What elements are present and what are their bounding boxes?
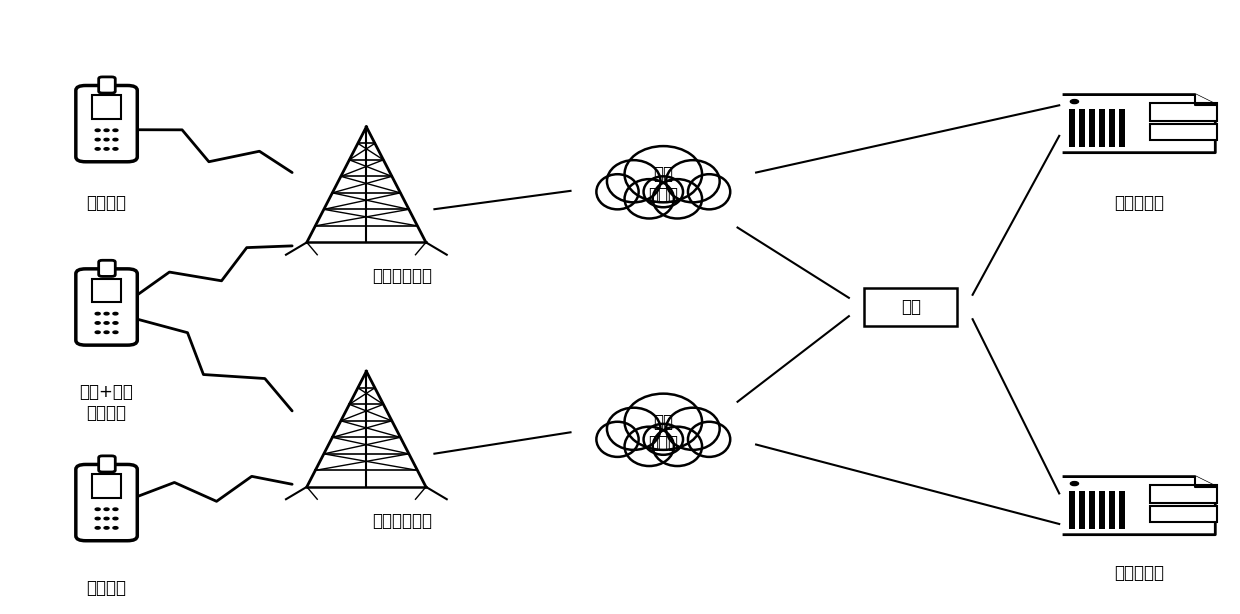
Circle shape [104,518,109,520]
Circle shape [113,313,118,315]
Bar [1151,123,1216,140]
Bar [1151,103,1216,122]
Circle shape [95,518,100,520]
Circle shape [1070,481,1079,486]
Bar [1109,109,1115,147]
Circle shape [113,508,118,510]
Ellipse shape [644,176,683,208]
Text: 宽带调度台: 宽带调度台 [1115,194,1164,212]
Circle shape [113,322,118,324]
Ellipse shape [625,394,702,450]
Bar [1069,109,1075,147]
Ellipse shape [644,424,683,455]
Bar [92,95,122,119]
FancyBboxPatch shape [99,77,115,93]
Ellipse shape [666,160,719,203]
Ellipse shape [606,160,661,203]
Circle shape [104,148,109,150]
Circle shape [104,527,109,529]
Bar [92,475,122,497]
Ellipse shape [625,179,673,219]
FancyBboxPatch shape [76,269,138,345]
Ellipse shape [596,422,639,457]
Circle shape [104,322,109,324]
Bar [1089,491,1095,529]
Bar [1099,491,1105,529]
Ellipse shape [652,179,702,219]
Text: 窄带终端: 窄带终端 [87,579,126,597]
Text: 宽带
核心网: 宽带 核心网 [649,165,678,204]
Ellipse shape [652,427,702,466]
Polygon shape [1195,95,1215,104]
Bar [1151,506,1216,522]
FancyBboxPatch shape [76,464,138,541]
Circle shape [104,331,109,333]
Bar [1109,491,1115,529]
Circle shape [104,508,109,510]
FancyBboxPatch shape [99,456,115,472]
Bar [1069,491,1075,529]
FancyBboxPatch shape [864,288,957,326]
Circle shape [1070,99,1079,104]
Ellipse shape [625,146,702,203]
Polygon shape [1064,476,1215,535]
Bar [1151,484,1216,503]
Circle shape [95,148,100,150]
Circle shape [113,138,118,141]
Bar [1118,109,1125,147]
Polygon shape [1064,95,1215,153]
Text: 宽带终端: 宽带终端 [87,194,126,212]
Text: 窄带调度台: 窄带调度台 [1115,564,1164,581]
Polygon shape [1195,476,1215,487]
Text: 宽带+窄带
双模终端: 宽带+窄带 双模终端 [79,383,134,422]
FancyBboxPatch shape [99,260,115,276]
Circle shape [113,527,118,529]
Circle shape [95,138,100,141]
Ellipse shape [625,427,673,466]
Circle shape [95,313,100,315]
Bar [92,279,122,302]
Ellipse shape [596,174,639,209]
Circle shape [113,331,118,333]
Circle shape [95,331,100,333]
Ellipse shape [688,174,730,209]
Ellipse shape [688,422,730,457]
Circle shape [104,313,109,315]
Text: 窄带集群基站: 窄带集群基站 [372,511,433,530]
Circle shape [95,527,100,529]
Text: 宽带集群基站: 宽带集群基站 [372,267,433,286]
FancyBboxPatch shape [76,85,138,161]
Bar [1079,109,1085,147]
Bar [1099,109,1105,147]
Text: 窄带
核心网: 窄带 核心网 [649,413,678,452]
Ellipse shape [666,408,719,450]
Ellipse shape [606,408,661,450]
Circle shape [104,129,109,131]
Text: 网关: 网关 [900,298,921,316]
Circle shape [104,138,109,141]
Bar [1089,109,1095,147]
Circle shape [95,322,100,324]
Circle shape [95,129,100,131]
Circle shape [95,508,100,510]
Circle shape [113,518,118,520]
Bar [1079,491,1085,529]
Bar [1118,491,1125,529]
Circle shape [113,148,118,150]
Circle shape [113,129,118,131]
